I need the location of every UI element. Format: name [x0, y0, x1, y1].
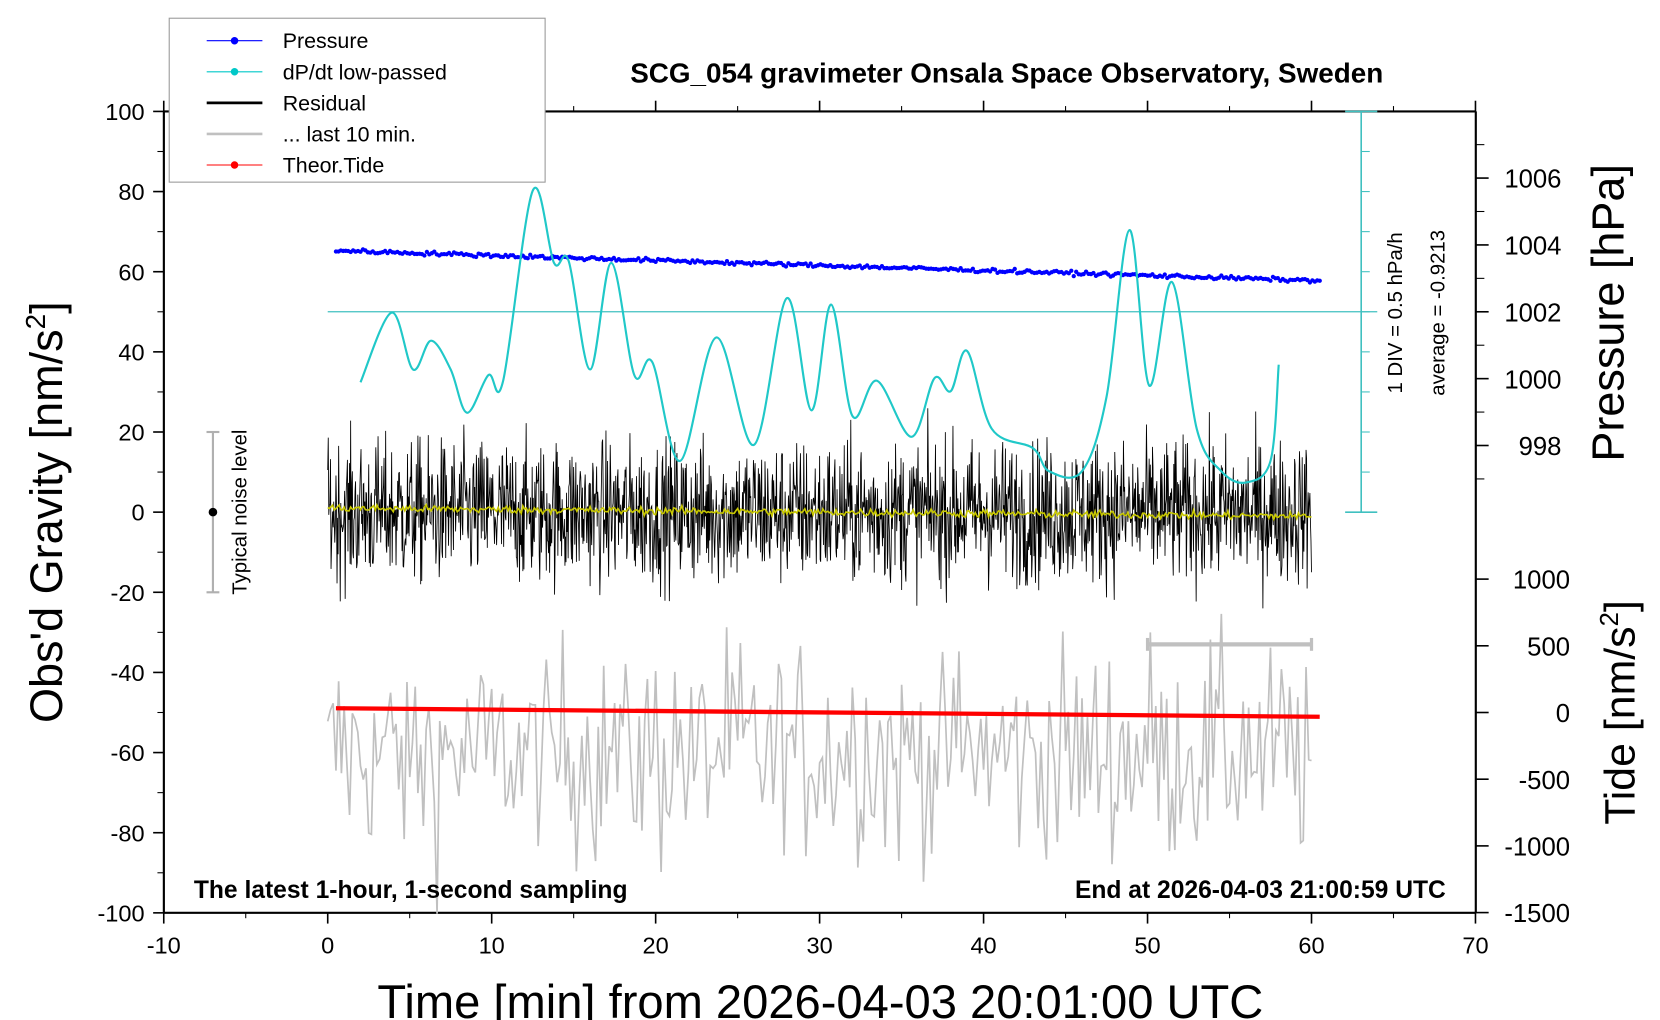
- tide-axis-label-text: Tide [nm/s: [1596, 626, 1644, 824]
- y-tick-label: -80: [111, 820, 145, 846]
- pressure-tick-label: 1002: [1504, 299, 1561, 327]
- pressure-point: [1162, 272, 1167, 277]
- tide-tick-label: 0: [1556, 700, 1570, 728]
- x-axis-label: Time [min] from 2026-04-03 20:01:00 UTC: [377, 975, 1263, 1020]
- pressure-point: [528, 252, 533, 257]
- pressure-point: [992, 267, 998, 272]
- y-axis-label-sup: 2: [20, 314, 51, 330]
- residual-series-line: [327, 408, 1312, 609]
- x-tick-label: 30: [807, 933, 833, 959]
- tide-tick-label: -500: [1519, 767, 1570, 795]
- x-tick-label: 70: [1462, 933, 1488, 959]
- annotation-bottom-right: End at 2026-04-03 21:00:59 UTC: [1075, 877, 1446, 904]
- legend-label: Theor.Tide: [283, 153, 385, 177]
- y-tick-label: 0: [131, 500, 144, 526]
- x-tick-label: 40: [970, 933, 996, 959]
- x-tick-label: 50: [1134, 933, 1160, 959]
- pressure-point: [783, 264, 789, 269]
- tide-tick-label: -1000: [1504, 834, 1570, 862]
- pressure-point: [1071, 273, 1076, 279]
- pressure-point: [422, 253, 427, 258]
- y-tick-label: 100: [105, 99, 144, 125]
- residual-mean-line: [327, 502, 1312, 522]
- pressure-point: [1091, 270, 1096, 276]
- pressure-point: [722, 261, 727, 267]
- pressure-point: [857, 263, 862, 268]
- pressure-tick-label: 1000: [1504, 366, 1561, 394]
- legend-swatch-marker: [230, 68, 239, 76]
- tide-series-line: [335, 706, 1320, 719]
- legend-label: Pressure: [283, 29, 369, 53]
- pressure-tick-label: 1004: [1504, 233, 1561, 261]
- pressure-point: [724, 258, 730, 264]
- x-tick-label: 60: [1298, 933, 1324, 959]
- y-axis-label-text: Obs'd Gravity [nm/s: [21, 329, 72, 723]
- div-label: 1 DIV = 0.5 hPa/h: [1385, 232, 1407, 393]
- pressure-tick-label: 998: [1519, 433, 1562, 461]
- tide-tick-label: -1500: [1504, 900, 1570, 928]
- tide-tick-label: 1000: [1513, 567, 1570, 595]
- annotation-bottom-left: The latest 1-hour, 1-second sampling: [194, 877, 628, 904]
- y-tick-label: 60: [118, 259, 144, 285]
- y-axis-label-end: ]: [21, 301, 72, 314]
- pressure-point: [653, 259, 658, 264]
- tide-axis-label-end: ]: [1596, 600, 1644, 612]
- y-tick-label: 20: [118, 420, 144, 446]
- pressure-point: [808, 261, 813, 266]
- y-axis-label: Obs'd Gravity [nm/s2]: [20, 301, 72, 723]
- y-tick-label: 80: [118, 179, 144, 205]
- last10-series-line: [326, 613, 1312, 914]
- pressure-point: [1069, 268, 1074, 273]
- tide-axis-label-sup: 2: [1596, 612, 1624, 626]
- pressure-tick-label: 1006: [1504, 166, 1561, 194]
- y-tick-label: -40: [111, 660, 145, 686]
- pressure-point: [486, 251, 491, 257]
- noise-level-dot: [208, 507, 218, 517]
- legend-label: dP/dt low-passed: [283, 60, 447, 84]
- x-tick-label: 10: [479, 933, 505, 959]
- data-marks: [206, 186, 1322, 914]
- y-tick-label: 40: [118, 339, 144, 365]
- pressure-point: [1317, 278, 1322, 283]
- dpdt-series-line: [359, 186, 1280, 484]
- legend-box: [168, 17, 546, 183]
- tide-tick-label: 500: [1527, 633, 1570, 661]
- legend-label: ... last 10 min.: [283, 122, 416, 146]
- chart-title: SCG_054 gravimeter Onsala Space Observat…: [630, 57, 1383, 88]
- average-label: average = -0.9213: [1428, 230, 1450, 396]
- y-tick-label: -60: [111, 740, 145, 766]
- pressure-point: [636, 256, 641, 261]
- x-tick-label: 0: [321, 933, 334, 959]
- pressure-axis-label: Pressure [hPa]: [1583, 164, 1634, 462]
- pressure-point: [749, 263, 754, 268]
- pressure-point: [1268, 278, 1273, 283]
- tide-axis-label: Tide [nm/s2]: [1596, 600, 1644, 825]
- axes: -10 0 10 20 30 40 50 60 70100806040200-20-40-60-…: [97, 99, 1570, 959]
- legend: Pressure dP/dt low-passed Residual ... last…: [168, 17, 546, 183]
- pressure-point: [1012, 266, 1017, 272]
- x-tick-label: -10: [147, 933, 181, 959]
- legend-label: Residual: [283, 91, 366, 115]
- noise-level-label: Typical noise level: [229, 430, 251, 595]
- legend-swatch-marker: [230, 36, 239, 45]
- x-tick-label: 20: [643, 933, 669, 959]
- y-tick-label: -100: [97, 900, 144, 926]
- pressure-point: [970, 266, 976, 271]
- y-tick-label: -20: [111, 580, 145, 606]
- pressure-point: [525, 256, 530, 261]
- pressure-point: [474, 254, 479, 260]
- legend-swatch-marker: [230, 161, 239, 169]
